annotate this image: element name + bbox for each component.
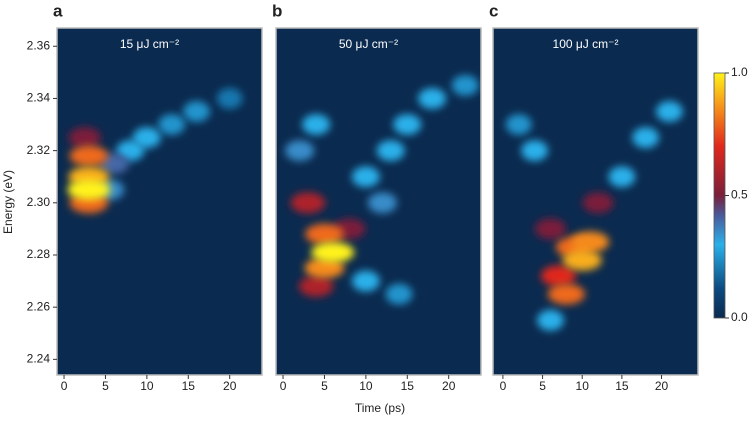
x-tick-label: 5 (321, 379, 328, 393)
x-tick-label: 0 (61, 379, 68, 393)
intensity-spot (505, 114, 532, 135)
intensity-spot (562, 249, 602, 271)
colorbar-tick-label: 1.0 (731, 65, 748, 79)
intensity-spot (367, 192, 397, 214)
heatmap (505, 101, 683, 331)
x-tick-label: 15 (615, 379, 629, 393)
x-tick-label: 0 (500, 379, 507, 393)
intensity-spot (418, 88, 447, 109)
intensity-spot (311, 241, 355, 263)
intensity-spot (302, 114, 331, 135)
intensity-spot (608, 166, 636, 188)
plot-frame (56, 27, 263, 376)
intensity-spot (537, 309, 564, 331)
y-axis-label: Energy (eV) (1, 170, 15, 234)
intensity-spot (571, 231, 610, 253)
intensity-spot (385, 283, 413, 305)
intensity-spot (69, 145, 109, 167)
heatmap (67, 88, 243, 214)
x-tick-label: 20 (223, 379, 237, 393)
intensity-spot (290, 192, 326, 214)
heatmap (285, 74, 479, 305)
x-tick-label: 5 (539, 379, 546, 393)
intensity-spot (351, 270, 380, 292)
colorbar-tick-label: 0.0 (731, 310, 748, 324)
intensity-spot (305, 223, 344, 245)
intensity-spot (632, 127, 660, 149)
panel-title: 50 μJ cm⁻² (339, 37, 398, 51)
intensity-spot (547, 283, 585, 305)
y-tick-label: 2.36 (27, 38, 51, 52)
x-tick-label: 10 (576, 379, 590, 393)
y-tick-label: 2.32 (27, 143, 51, 157)
intensity-spot (376, 140, 405, 162)
x-axis-label: Time (ps) (355, 401, 405, 415)
y-tick-label: 2.34 (27, 91, 51, 105)
x-tick-label: 5 (102, 379, 109, 393)
y-tick-label: 2.30 (27, 195, 51, 209)
x-tick-label: 10 (140, 379, 154, 393)
intensity-spot (582, 192, 614, 214)
intensity-spot (158, 114, 186, 135)
colorbar (713, 72, 726, 319)
intensity-spot (351, 166, 380, 188)
colorbar-tick-label: 0.5 (731, 188, 748, 202)
x-tick-label: 15 (401, 379, 415, 393)
plot-frame (492, 27, 699, 376)
intensity-spot (656, 101, 683, 122)
panel-title: 15 μJ cm⁻² (120, 37, 179, 51)
plot-frame (275, 27, 482, 376)
y-tick-label: 2.26 (27, 299, 51, 313)
intensity-spot (216, 88, 243, 109)
x-tick-label: 0 (280, 379, 287, 393)
x-tick-label: 20 (655, 379, 669, 393)
intensity-spot (451, 74, 479, 96)
panel-label: c (489, 1, 498, 20)
intensity-spot (540, 265, 576, 287)
intensity-spot (521, 140, 549, 162)
x-tick-label: 20 (442, 379, 456, 393)
intensity-spot (68, 127, 101, 149)
panel-title: 100 μJ cm⁻² (553, 37, 619, 51)
x-tick-label: 15 (182, 379, 196, 393)
x-tick-label: 10 (359, 379, 373, 393)
intensity-spot (535, 218, 566, 240)
panel-label: a (53, 1, 63, 20)
intensity-spot (67, 179, 111, 201)
intensity-spot (298, 275, 334, 297)
panel-label: b (272, 1, 282, 20)
y-tick-label: 2.24 (27, 352, 51, 366)
intensity-spot (393, 114, 422, 135)
y-tick-label: 2.28 (27, 247, 51, 261)
intensity-spot (285, 140, 315, 162)
intensity-spot (183, 101, 211, 122)
intensity-spot (132, 127, 161, 149)
intensity-spot (304, 257, 345, 279)
